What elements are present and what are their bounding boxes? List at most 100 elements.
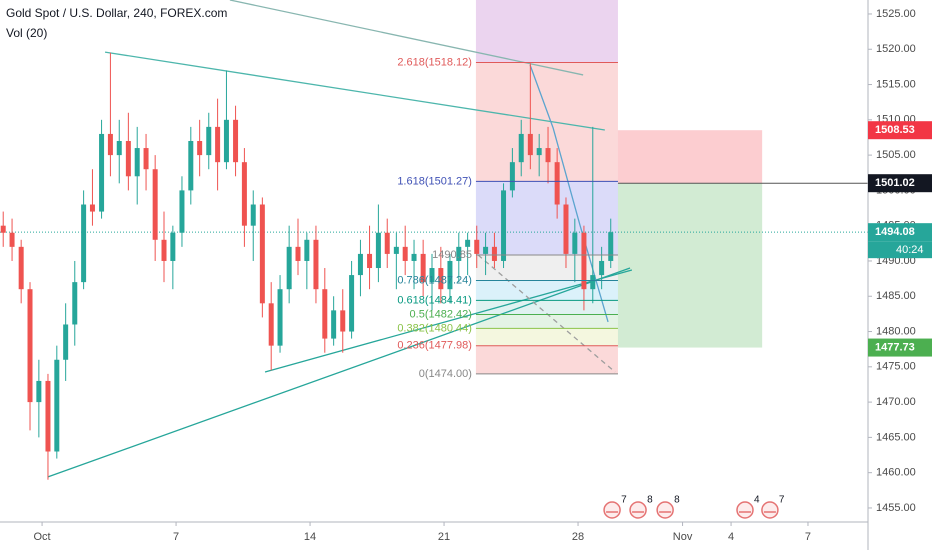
candle-body bbox=[474, 239, 480, 254]
candle-body bbox=[491, 246, 497, 261]
trend-line bbox=[477, 254, 616, 373]
candle-body bbox=[277, 289, 283, 346]
x-tick-label: 28 bbox=[572, 531, 584, 543]
candle-body bbox=[563, 204, 569, 254]
stop-price-tag: 1508.53 bbox=[875, 124, 915, 136]
x-tick-label: Oct bbox=[34, 531, 51, 543]
axis-layer: 1525.001520.001515.001510.001505.001500.… bbox=[34, 8, 932, 543]
candle-body bbox=[483, 246, 489, 254]
candle-body bbox=[134, 148, 140, 177]
trend-line bbox=[529, 64, 609, 323]
candle-body bbox=[304, 239, 310, 261]
candle-body bbox=[340, 310, 346, 332]
candle-body bbox=[608, 232, 614, 261]
fib-level-label: 0.618(1484.41) bbox=[397, 294, 472, 306]
candle-body bbox=[99, 133, 105, 212]
time-axis bbox=[0, 522, 868, 550]
x-tick-label: 7 bbox=[805, 531, 811, 543]
candle-body bbox=[223, 119, 229, 163]
x-tick-label: 4 bbox=[728, 531, 734, 543]
candle-body bbox=[447, 260, 453, 290]
candle-body bbox=[241, 162, 247, 226]
event-count: 4 bbox=[754, 495, 760, 506]
candle-body bbox=[81, 204, 87, 283]
trend-line bbox=[47, 267, 631, 478]
target-price-tag-bg bbox=[868, 338, 932, 357]
candle-body bbox=[188, 140, 194, 191]
candle-body bbox=[393, 246, 399, 254]
event-icon bbox=[761, 501, 779, 519]
candle-body bbox=[402, 246, 408, 261]
fib-level-label: 1490.85 bbox=[432, 249, 472, 261]
candle-body bbox=[18, 246, 24, 290]
x-tick-label: 21 bbox=[438, 531, 450, 543]
drawing-layer bbox=[0, 0, 868, 480]
candle-body bbox=[36, 380, 42, 403]
candle-body bbox=[233, 119, 239, 163]
candle-body bbox=[268, 303, 274, 346]
candle-body bbox=[161, 239, 167, 261]
back-layer bbox=[475, 0, 763, 374]
candle-body bbox=[384, 232, 390, 254]
candle-body bbox=[0, 225, 6, 233]
candle-body bbox=[197, 140, 203, 156]
event-count: 7 bbox=[621, 495, 627, 506]
volume-label: Vol (20) bbox=[6, 26, 47, 40]
candle-body bbox=[518, 133, 524, 163]
stop-price-tag-bg bbox=[868, 121, 932, 140]
countdown: 40:24 bbox=[896, 244, 924, 256]
y-tick-label: 1465.00 bbox=[876, 431, 916, 443]
chart-title: Gold Spot / U.S. Dollar, 240, FOREX.com bbox=[6, 6, 227, 20]
candle-body bbox=[27, 289, 33, 403]
candle-body bbox=[438, 268, 444, 290]
candle-body bbox=[250, 204, 256, 226]
y-tick-label: 1505.00 bbox=[876, 149, 916, 161]
fib-level-label: 2.618(1518.12) bbox=[397, 56, 472, 68]
fib-band bbox=[475, 328, 618, 346]
candle-body bbox=[313, 239, 319, 290]
y-tick-label: 1455.00 bbox=[876, 502, 916, 514]
candle-body bbox=[554, 162, 560, 205]
candle-body bbox=[125, 140, 131, 177]
candle-body bbox=[54, 359, 60, 452]
candle-body bbox=[375, 232, 381, 269]
fib-band bbox=[475, 314, 618, 329]
candle-body bbox=[465, 239, 471, 247]
candle-body bbox=[420, 253, 426, 283]
event-icon bbox=[736, 501, 754, 519]
fib-band bbox=[475, 254, 618, 281]
trend-line bbox=[264, 269, 633, 373]
candle-body bbox=[501, 190, 507, 261]
fib-level-label: 0.786(1487.24) bbox=[397, 274, 472, 286]
fib-level-label: 0.5(1482.42) bbox=[410, 308, 472, 320]
candle-body bbox=[536, 148, 542, 156]
price-axis bbox=[868, 0, 932, 550]
candle-body bbox=[349, 275, 355, 332]
target-zone bbox=[617, 183, 763, 348]
y-tick-label: 1515.00 bbox=[876, 78, 916, 90]
candle-body bbox=[45, 380, 51, 452]
fib-level-label: 0(1474.00) bbox=[419, 368, 472, 380]
event-count: 8 bbox=[647, 495, 653, 506]
event-icon bbox=[629, 501, 647, 519]
event-count: 8 bbox=[674, 495, 680, 506]
x-tick-label: 14 bbox=[304, 531, 316, 543]
fib-level-label: 0.236(1477.98) bbox=[397, 340, 472, 352]
candle-body bbox=[581, 232, 587, 290]
fib-band bbox=[475, 181, 618, 255]
fib-level-label: 0.382(1480.44) bbox=[397, 322, 472, 334]
candle-body bbox=[89, 204, 95, 212]
candle-body bbox=[107, 133, 113, 156]
candle-body bbox=[152, 169, 158, 240]
candle-body bbox=[9, 232, 15, 247]
candle-body bbox=[429, 268, 435, 283]
candle-body bbox=[116, 140, 122, 156]
y-tick-label: 1460.00 bbox=[876, 467, 916, 479]
candle-body bbox=[527, 133, 533, 156]
event-count: 7 bbox=[779, 495, 785, 506]
candle-body bbox=[572, 232, 578, 254]
fib-top-band bbox=[475, 0, 618, 63]
candle-body bbox=[170, 232, 176, 261]
front-layer: 2.618(1518.12) 1.618(1501.27) 1490.85 0.786… bbox=[397, 56, 868, 519]
last-price-tag: 1494.08 bbox=[875, 226, 915, 238]
